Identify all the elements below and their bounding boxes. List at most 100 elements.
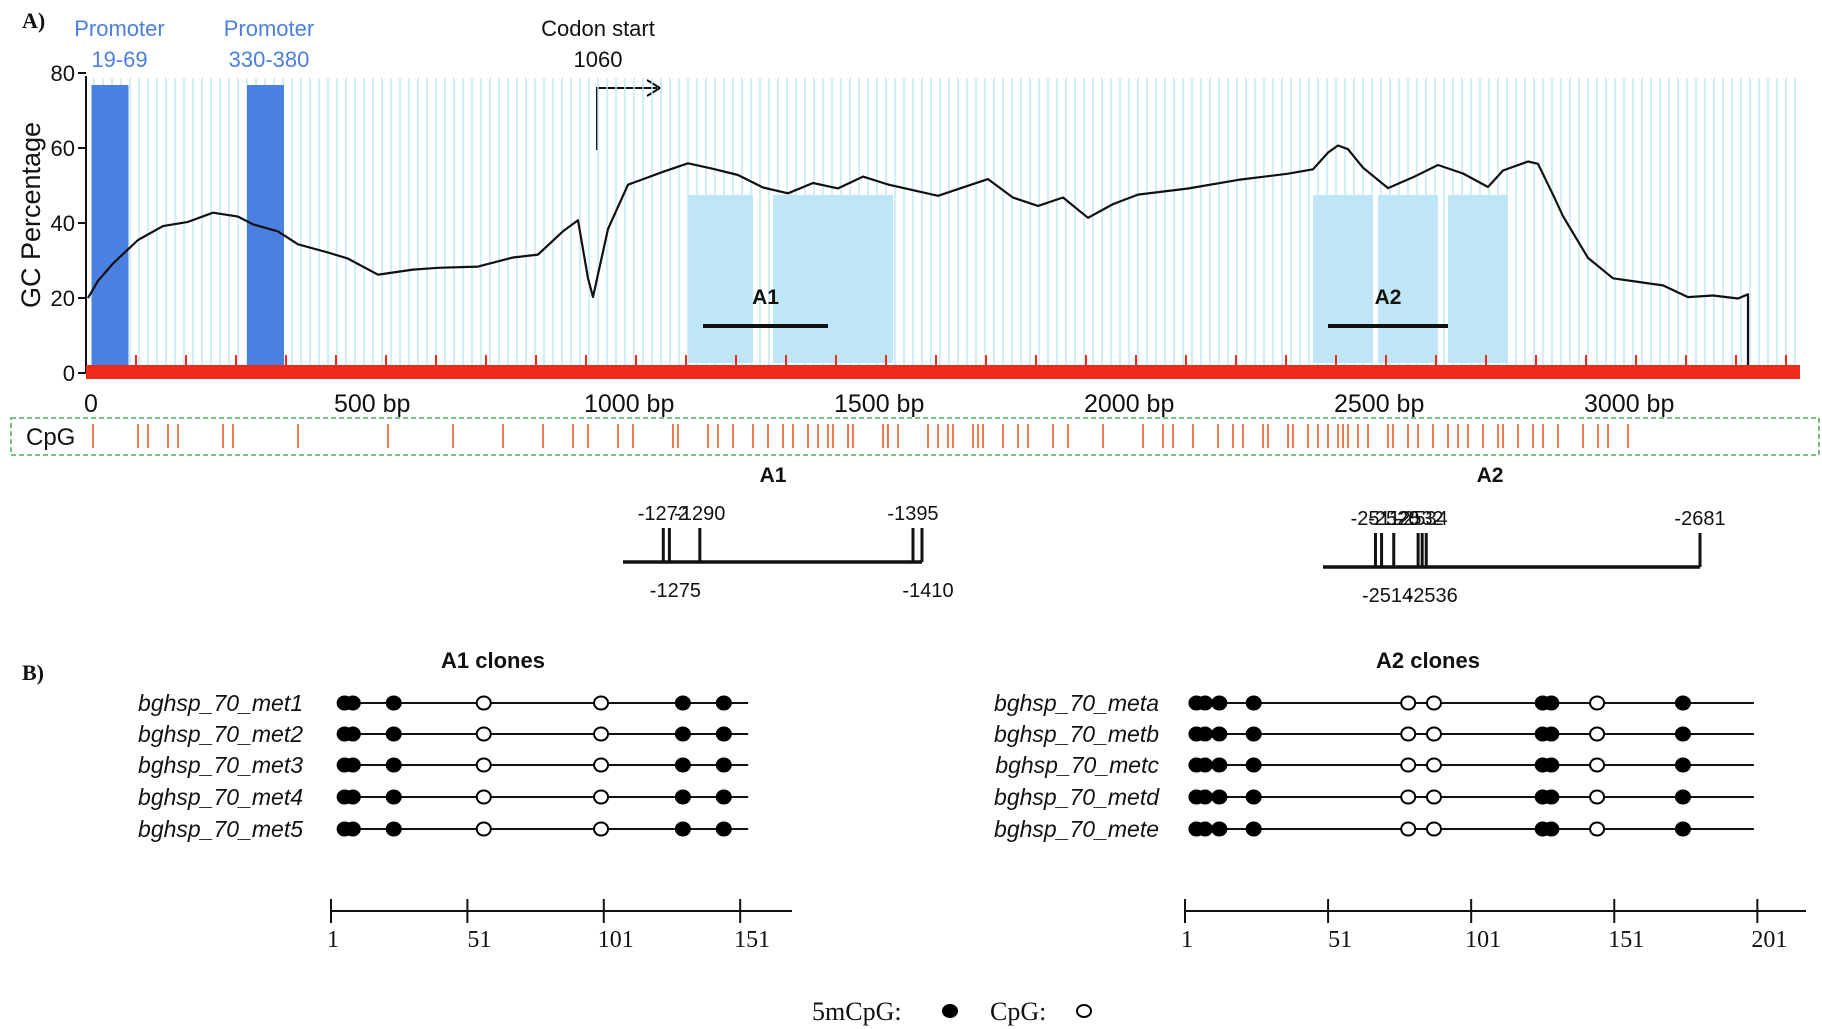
clone-name-1-3: bghsp_70_metd (994, 784, 1160, 810)
legend: 5mCpG: CpG: (812, 997, 1092, 1026)
codon-start-arrow (596, 87, 657, 150)
amplicon-a2-site-label-top-0: -2511 (1351, 508, 1401, 530)
cpg-marker-0-3-6 (715, 789, 732, 805)
x-tick-label-2: 1000 bp (584, 390, 674, 418)
clone-axis-tick-label-0-3: 151 (734, 927, 770, 953)
clone-name-1-4: bghsp_70_mete (994, 816, 1159, 842)
cpg-marker-1-0-4 (1400, 695, 1417, 711)
cpg-marker-1-0-7 (1543, 695, 1560, 711)
clone-name-0-2: bghsp_70_met3 (138, 752, 303, 778)
gc-plot-area: 0 20 40 60 80 A1 A2 (51, 61, 1800, 386)
cpg-marker-1-1-4 (1400, 726, 1417, 742)
region-a1-shade-1 (773, 195, 893, 363)
promoter-labels: Promoter 19-69 Promoter 330-380 (74, 16, 314, 72)
x-tick-label-3: 1500 bp (834, 390, 924, 418)
cpg-marker-1-1-8 (1589, 726, 1606, 742)
cpg-marker-1-1-3 (1245, 726, 1262, 742)
codon-start-marker: Codon start 1060 (541, 16, 662, 150)
promoter-range-1: 330-380 (229, 47, 310, 72)
amplicon-a2-site-label-top-4: -2534 (1397, 508, 1448, 530)
promoter-title-0: Promoter (74, 16, 164, 41)
cpg-marker-1-1-1 (1197, 726, 1214, 742)
codon-start-value: 1060 (574, 47, 623, 72)
promoter-bar-0 (91, 85, 129, 373)
cpg-marker-1-3-7 (1543, 789, 1560, 805)
cpg-marker-0-4-5 (674, 821, 691, 837)
cpg-marker-1-0-9 (1674, 695, 1691, 711)
amplicon-a2-site-label-bottom-1: -2514 (1362, 585, 1413, 607)
cpg-marker-0-1-1 (344, 726, 361, 742)
cpg-marker-0-4-2 (385, 821, 402, 837)
promoter-bar-1 (247, 85, 284, 373)
y-tick-label-3: 60 (51, 136, 75, 161)
clone-axis-tick-label-0-2: 101 (598, 927, 634, 953)
cpg-marker-0-2-3 (475, 757, 492, 773)
cpg-marker-1-0-1 (1197, 695, 1214, 711)
cpg-marker-1-3-5 (1425, 789, 1442, 805)
y-tick-label-4: 80 (51, 61, 75, 86)
cpg-marker-1-2-8 (1589, 757, 1606, 773)
region-a2-shade-2 (1448, 195, 1508, 363)
cpg-marker-1-1-5 (1425, 726, 1442, 742)
cpg-marker-1-4-4 (1400, 821, 1417, 837)
cpg-marker-0-3-4 (593, 789, 610, 805)
clone-group-title-0: A1 clones (441, 648, 545, 673)
cpg-marker-1-3-8 (1589, 789, 1606, 805)
cpg-marker-0-0-4 (593, 695, 610, 711)
codon-start-title: Codon start (541, 16, 655, 41)
cpg-marker-1-2-7 (1543, 757, 1560, 773)
cpg-marker-1-2-1 (1197, 757, 1214, 773)
amplicon-a2-site-label-top-2: -2520 (1368, 508, 1419, 530)
amplicon-a1-site-label-top-0: -1272 (638, 503, 689, 525)
legend-unmethylated-marker (1076, 1004, 1092, 1018)
cpg-marker-0-3-1 (344, 789, 361, 805)
cpg-marker-0-3-5 (674, 789, 691, 805)
cpg-marker-1-4-5 (1425, 821, 1442, 837)
cpg-marker-0-0-5 (674, 695, 691, 711)
region-a2-shade-1 (1378, 195, 1438, 363)
cpg-marker-1-3-3 (1245, 789, 1262, 805)
cpg-marker-1-2-9 (1674, 757, 1691, 773)
clone-axis-tick-label-1-1: 51 (1328, 927, 1352, 953)
cpg-marker-1-4-2 (1211, 821, 1228, 837)
cpg-marker-0-4-3 (475, 821, 492, 837)
cpg-marker-0-4-6 (715, 821, 732, 837)
clone-name-0-1: bghsp_70_met2 (138, 721, 303, 747)
cpg-marker-0-2-5 (674, 757, 691, 773)
region-a2-label: A2 (1375, 286, 1402, 309)
sequence-baseline (86, 365, 1800, 379)
cpg-marker-1-4-9 (1674, 821, 1691, 837)
cpg-marker-1-0-5 (1425, 695, 1442, 711)
amplicon-maps: A1-1272-1275-1290 -1395-1410A2-2511-2514-… (623, 464, 1726, 607)
region-a1-label: A1 (752, 286, 779, 309)
cpg-marker-1-0-3 (1245, 695, 1262, 711)
cpg-marker-0-4-1 (344, 821, 361, 837)
y-tick-label-0: 0 (63, 361, 75, 386)
cpg-marker-1-1-9 (1674, 726, 1691, 742)
clone-axis-tick-label-1-0: 1 (1181, 927, 1193, 953)
y-axis-label: GC Percentage (16, 122, 46, 308)
x-tick-label-4: 2000 bp (1084, 390, 1174, 418)
cpg-marker-1-3-4 (1400, 789, 1417, 805)
cpg-marker-0-3-3 (475, 789, 492, 805)
cpg-marker-0-0-2 (385, 695, 402, 711)
amplicon-a1-site-label-bottom-4: -1410 (902, 580, 953, 602)
cpg-marker-0-0-1 (344, 695, 361, 711)
amplicon-a1-site-label-bottom-1: -1275 (650, 580, 701, 602)
cpg-track-border (10, 417, 1820, 456)
cpg-track (92, 424, 1629, 448)
cpg-marker-1-1-7 (1543, 726, 1560, 742)
x-axis-ticks: 0 500 bp 1000 bp 1500 bp 2000 bp 2500 bp 3000 … (84, 390, 1674, 418)
amplicon-a2-site-label-top-3: -2532 (1393, 508, 1444, 530)
clone-axis-tick-label-0-0: 1 (327, 927, 339, 953)
cpg-marker-0-0-6 (715, 695, 732, 711)
cpg-marker-0-1-5 (674, 726, 691, 742)
legend-methylated-label: 5mCpG: (812, 997, 902, 1026)
cpg-marker-0-1-6 (715, 726, 732, 742)
clone-name-1-1: bghsp_70_metb (994, 721, 1159, 747)
x-tick-label-5: 2500 bp (1334, 390, 1424, 418)
amplicon-a2-site-label-bottom-5: -2536 (1407, 585, 1458, 607)
clone-axis-tick-label-1-2: 101 (1465, 927, 1501, 953)
clone-group-title-1: A2 clones (1376, 648, 1480, 673)
